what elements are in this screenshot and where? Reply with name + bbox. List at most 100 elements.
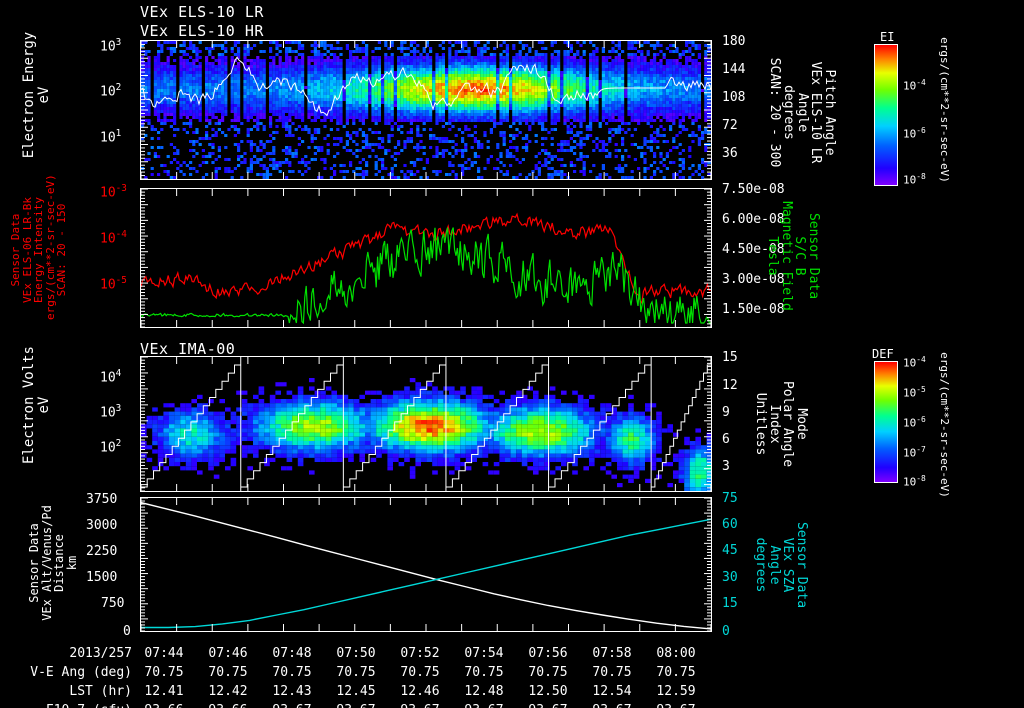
panel3-ytick-2: 102 xyxy=(100,438,122,456)
footer-cell: 12.45 xyxy=(336,683,376,699)
panel1-cbar-tick-1: 10-4 xyxy=(903,78,926,93)
panel3-right-tick-3: 3 xyxy=(722,459,730,474)
footer-row-label: 2013/257 xyxy=(69,646,132,661)
panel3-plot-area[interactable] xyxy=(140,356,712,492)
panel4-left-axis-label: Sensor Data VEx Alt/Venus/Pd Distance km xyxy=(27,505,79,621)
footer-cell: 12.43 xyxy=(272,683,312,699)
panel3-colorbar xyxy=(874,361,898,483)
panel1-title-line1: VEx ELS-10 LR xyxy=(140,3,264,21)
footer-cell: 93.67 xyxy=(388,702,452,708)
footer-cell: 93.66 xyxy=(132,702,196,708)
table-row: F10.7 (sfu)93.6693.6693.6793.6793.6793.6… xyxy=(0,702,708,708)
panel3-cbar-tick-2: 10-5 xyxy=(903,385,926,400)
footer-row-label: F10.7 (sfu) xyxy=(0,702,132,708)
footer-cell: 07:52 xyxy=(400,646,440,661)
footer-cell: 07:50 xyxy=(336,646,376,661)
panel3-right-tick-6: 6 xyxy=(722,432,730,447)
panel4-right-tick-30: 30 xyxy=(722,570,738,585)
footer-cell: 70.75 xyxy=(144,664,184,680)
panel4-ytick-0: 0 xyxy=(123,624,131,639)
panel3-cbar-tick-4: 10-7 xyxy=(903,445,926,460)
panel1-cbar-tick-2: 10-6 xyxy=(903,126,926,141)
panel1-ytick-2: 102 xyxy=(100,82,122,100)
panel1-right-axis-label: Pitch Angle VEx ELS-10 LR Angle degrees … xyxy=(767,57,837,168)
footer-cell: 70.75 xyxy=(336,664,376,680)
footer-cell: 70.75 xyxy=(272,664,312,680)
panel1-title-line2: VEx ELS-10 HR xyxy=(140,22,264,40)
footer-cell: 93.67 xyxy=(580,702,644,708)
panel2-right-tick-2: 6.00e-08 xyxy=(722,212,785,227)
footer-cell: 70.75 xyxy=(528,664,568,680)
panel1-right-tick-144: 144 xyxy=(722,62,746,77)
panel4-plot-area[interactable] xyxy=(140,497,712,632)
panel2-right-tick-5: 1.50e-08 xyxy=(722,302,785,317)
panel3-colorbar-units: ergs/(cm**2-sr-sec-eV) xyxy=(938,352,951,498)
panel2-plot-area[interactable] xyxy=(140,188,712,328)
footer-cell: 70.75 xyxy=(656,664,696,680)
panel2-ytick-1: 10-3 xyxy=(100,183,127,201)
panel1-right-tick-36: 36 xyxy=(722,146,738,161)
footer-cell: 12.46 xyxy=(400,683,440,699)
footer-cell: 12.41 xyxy=(144,683,184,699)
panel1-ytick-1: 101 xyxy=(100,128,122,146)
panel1-plot-area[interactable] xyxy=(140,40,712,180)
panel1-right-tick-180: 180 xyxy=(722,34,746,49)
panel3-ytick-4: 104 xyxy=(100,368,122,386)
footer-cell: 93.67 xyxy=(260,702,324,708)
footer-cell: 12.50 xyxy=(528,683,568,699)
panel1-right-tick-108: 108 xyxy=(722,90,746,105)
footer-cell: 12.48 xyxy=(464,683,504,699)
table-row: 2013/257 07:44 07:46 07:48 07:50 07:52 07:54 07… xyxy=(0,645,708,664)
panel2-right-tick-1: 7.50e-08 xyxy=(722,182,785,197)
panel4-right-tick-45: 45 xyxy=(722,543,738,558)
footer-cell: 12.59 xyxy=(656,683,696,699)
panel4-right-tick-60: 60 xyxy=(722,517,738,532)
panel2-ytick-3: 10-5 xyxy=(100,275,127,293)
footer-cell: 70.75 xyxy=(464,664,504,680)
footer-cell: 07:54 xyxy=(464,646,504,661)
panel1-colorbar-title: EI xyxy=(880,30,895,44)
footer-cell: 70.75 xyxy=(592,664,632,680)
panel4-right-tick-0: 0 xyxy=(722,624,730,639)
panel1-ytick-3: 103 xyxy=(100,37,122,55)
panel3-right-tick-12: 12 xyxy=(722,378,738,393)
panel2-right-tick-3: 4.50e-08 xyxy=(722,242,785,257)
table-row: V-E Ang (deg) 70.75 70.75 70.75 70.75 70.75 70… xyxy=(0,664,708,683)
panel3-cbar-tick-1: 10-4 xyxy=(903,355,926,370)
footer-cell: 70.75 xyxy=(208,664,248,680)
footer-cell: 07:46 xyxy=(208,646,248,661)
footer-row-label: V-E Ang (deg) xyxy=(30,664,132,680)
panel4-right-axis-label: Sensor Data VEx SZA Angle degrees xyxy=(753,521,809,609)
panel2-right-tick-4: 3.00e-08 xyxy=(722,272,785,287)
footer-cell: 12.42 xyxy=(208,683,248,699)
footer-cell: 93.67 xyxy=(644,702,708,708)
panel4-right-tick-75: 75 xyxy=(722,491,738,506)
panel3-colorbar-title: DEF xyxy=(872,347,894,361)
footer-cell: 07:44 xyxy=(144,646,184,661)
panel4-ytick-1500: 1500 xyxy=(86,570,118,585)
panel3-right-axis-label: Mode Polar Angle Index Unitless xyxy=(753,380,809,468)
footer-cell: 93.67 xyxy=(324,702,388,708)
panel3-left-axis-label: Electron Volts eV xyxy=(21,346,52,465)
panel2-left-axis-label: Sensor Data VEx ELS-06 LR-Bk Energy Inte… xyxy=(9,174,69,320)
footer-cell: 07:48 xyxy=(272,646,312,661)
panel3-cbar-tick-5: 10-8 xyxy=(903,474,926,489)
footer-cell: 07:56 xyxy=(528,646,568,661)
footer-cell: 08:00 xyxy=(656,646,696,661)
footer-row-label: LST (hr) xyxy=(69,683,132,699)
panel3-title: VEx IMA-00 xyxy=(140,340,236,358)
panel3-ytick-3: 103 xyxy=(100,403,122,421)
panel3-cbar-tick-3: 10-6 xyxy=(903,415,926,430)
panel4-ytick-750: 750 xyxy=(101,596,125,611)
panel4-ytick-3750: 3750 xyxy=(86,492,118,507)
panel1-left-axis-label: Electron Energy eV xyxy=(21,31,52,159)
panel3-right-tick-15: 15 xyxy=(722,350,738,365)
panel1-cbar-tick-3: 10-8 xyxy=(903,172,926,187)
footer-cell: 93.67 xyxy=(516,702,580,708)
panel1-colorbar-units: ergs/(cm**2-sr-sec-eV) xyxy=(938,37,951,183)
panel4-ytick-2250: 2250 xyxy=(86,544,118,559)
panel4-right-tick-15: 15 xyxy=(722,596,738,611)
footer-cell: 07:58 xyxy=(592,646,632,661)
footer-cell: 93.66 xyxy=(196,702,260,708)
panel2-ytick-2: 10-4 xyxy=(100,229,127,247)
